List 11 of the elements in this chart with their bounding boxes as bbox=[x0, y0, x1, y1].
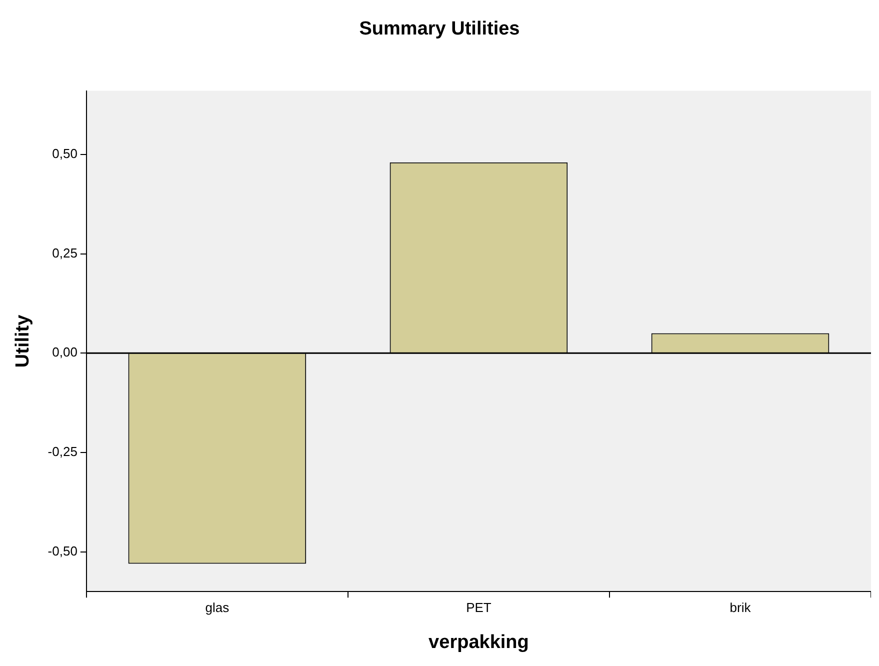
y-tick-label: -0,50 bbox=[48, 543, 78, 558]
x-axis-title: verpakking bbox=[428, 632, 529, 653]
y-axis-title: Utility bbox=[12, 314, 34, 368]
y-tick-label: -0,25 bbox=[48, 444, 78, 460]
y-tick-label: 0,50 bbox=[52, 146, 78, 161]
x-tick-label: PET bbox=[466, 600, 492, 615]
y-tick-label: 0,25 bbox=[52, 245, 78, 260]
chart-title: Summary Utilities bbox=[359, 18, 520, 40]
y-tick-label: 0,00 bbox=[52, 344, 78, 360]
x-tick-label: glas bbox=[205, 600, 230, 615]
x-tick-label: brik bbox=[730, 600, 752, 615]
